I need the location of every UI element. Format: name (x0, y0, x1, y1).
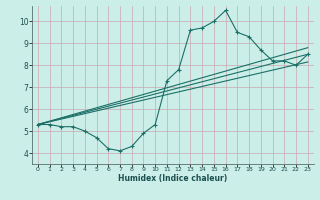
X-axis label: Humidex (Indice chaleur): Humidex (Indice chaleur) (118, 174, 228, 183)
